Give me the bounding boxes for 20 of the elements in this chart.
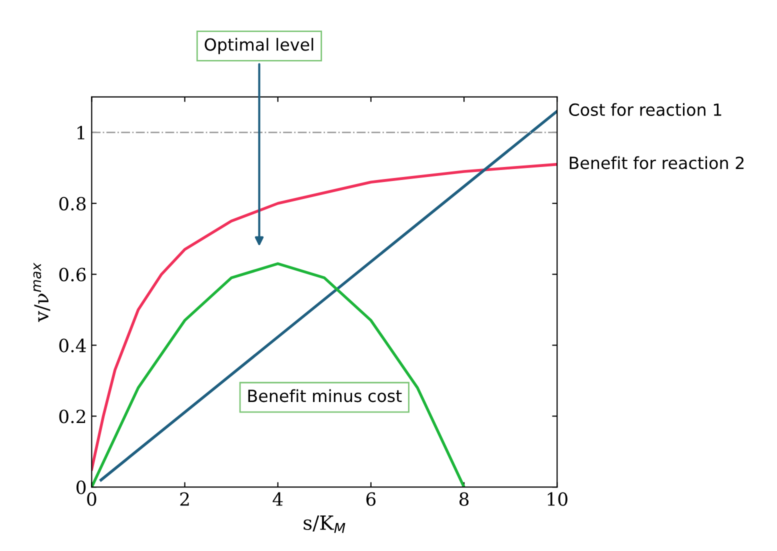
y-axis-title: v/ν$^{max}$ <box>33 262 50 322</box>
x-tick-label: 8 <box>459 492 469 506</box>
line-series <box>92 262 466 488</box>
annotation: Benefit for reaction 2 <box>570 156 744 170</box>
y-tick-label: 0.2 <box>59 410 86 424</box>
y-tick-label: 0 <box>76 480 86 494</box>
annotation: Benefit minus cost <box>248 389 402 402</box>
annotation: Cost for reaction 1 <box>569 103 722 116</box>
text: Optimal level <box>204 38 314 54</box>
x-tick-label: 0 <box>87 492 96 506</box>
y-tick-label: 0.8 <box>59 196 86 210</box>
x-tick-label: 10 <box>548 492 568 506</box>
y-tick-label: 0.4 <box>59 338 86 352</box>
line-series <box>92 162 558 471</box>
x-tick-label: 4 <box>272 492 283 506</box>
x-tick-label: 6 <box>366 492 376 506</box>
x-tick-label: 2 <box>180 492 189 506</box>
y-tick-label: 0.6 <box>59 268 86 282</box>
y-tick-label: 1 <box>78 126 84 140</box>
x-axis-title: s/K$_{M}$ <box>304 516 346 533</box>
